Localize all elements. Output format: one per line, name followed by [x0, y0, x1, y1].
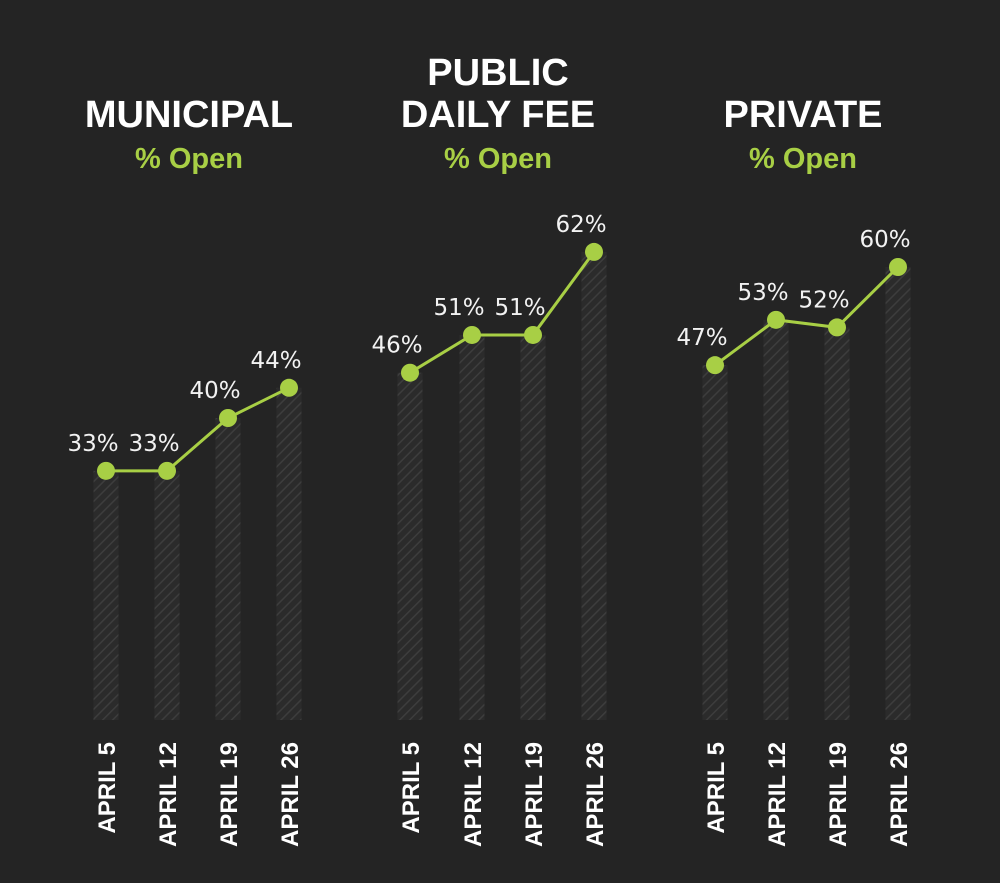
data-point — [158, 461, 176, 480]
tick-label-april-12: APRIL 12 — [460, 742, 487, 847]
panel-subtitle: % Open — [135, 143, 243, 175]
bar-april-5 — [397, 372, 423, 720]
tick-label-april-26: APRIL 26 — [582, 742, 609, 847]
bar-april-12 — [459, 334, 485, 720]
tick-label-april-12: APRIL 12 — [764, 742, 791, 847]
data-point — [706, 356, 724, 375]
series-line — [106, 386, 290, 473]
bar-april-5 — [702, 365, 728, 720]
data-label: 51% — [433, 295, 484, 321]
data-label: 40% — [189, 378, 240, 404]
panel-municipal: MUNICIPAL % Open 33% 33% 40% 44% APRIL 5 APRIL … — [67, 94, 304, 847]
tick-label-april-5: APRIL 5 — [398, 742, 425, 834]
data-point — [767, 310, 785, 329]
bar-april-12 — [154, 470, 180, 720]
data-point — [524, 325, 542, 344]
data-point — [889, 258, 907, 276]
bar-april-19 — [520, 334, 546, 720]
data-point — [97, 461, 115, 480]
data-point — [828, 318, 846, 337]
bar-april-5 — [93, 470, 119, 720]
panel-title-line: PRIVATE — [723, 94, 882, 136]
series-line — [409, 251, 596, 374]
tick-label-april-12: APRIL 12 — [155, 742, 182, 847]
tick-label-april-19: APRIL 19 — [825, 742, 852, 847]
data-label: 60% — [859, 227, 910, 253]
bar-april-26 — [276, 387, 302, 720]
tick-label-april-26: APRIL 26 — [886, 742, 913, 847]
series-line — [714, 265, 900, 367]
tick-label-april-26: APRIL 26 — [277, 742, 304, 847]
bar-april-12 — [763, 319, 789, 720]
bar-april-26 — [581, 251, 607, 720]
data-point — [401, 363, 419, 382]
panel-title-line: DAILY FEE — [401, 94, 595, 136]
bar-april-26 — [885, 267, 911, 720]
panel-title-line: PUBLIC — [427, 52, 568, 94]
bar-april-19 — [215, 418, 241, 720]
data-label: 46% — [371, 333, 422, 359]
tick-label-april-5: APRIL 5 — [94, 742, 121, 834]
tick-label-april-5: APRIL 5 — [703, 742, 730, 834]
panel-title-line: MUNICIPAL — [85, 94, 293, 136]
data-point — [219, 409, 237, 427]
data-label: 52% — [798, 287, 849, 313]
panel-subtitle: % Open — [749, 143, 857, 175]
data-label: 51% — [494, 295, 545, 321]
data-point — [463, 325, 481, 344]
data-label: 33% — [128, 431, 179, 457]
data-label: 33% — [67, 431, 118, 457]
data-label: 44% — [250, 348, 301, 374]
tick-label-april-19: APRIL 19 — [216, 742, 243, 847]
data-label: 47% — [676, 325, 727, 351]
bar-april-19 — [824, 327, 850, 720]
data-point — [585, 242, 603, 261]
data-label: 53% — [737, 280, 788, 306]
tick-label-april-19: APRIL 19 — [521, 742, 548, 847]
panel-subtitle: % Open — [444, 143, 552, 175]
panel-private: PRIVATE % Open 47% 53% 52% 60% APRIL 5 APRIL 12… — [676, 94, 913, 847]
data-label: 62% — [555, 212, 606, 238]
data-point — [280, 378, 298, 397]
